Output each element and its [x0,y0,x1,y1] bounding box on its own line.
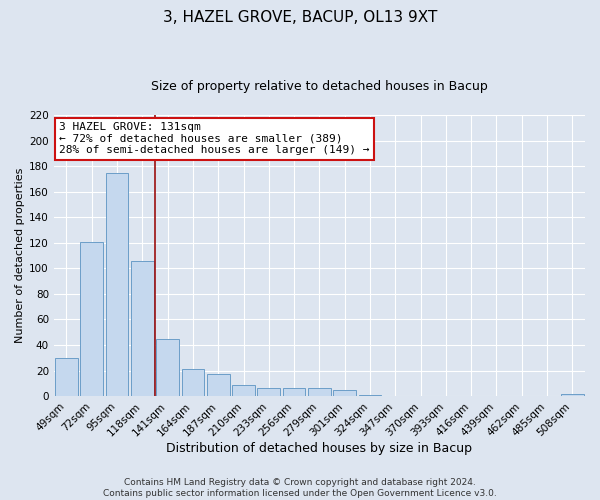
Bar [207,374,230,396]
Bar [561,394,584,396]
Bar [80,242,103,396]
Text: Contains HM Land Registry data © Crown copyright and database right 2024.
Contai: Contains HM Land Registry data © Crown c… [103,478,497,498]
Bar [106,172,128,396]
Bar [131,260,154,396]
Bar [283,388,305,396]
Title: Size of property relative to detached houses in Bacup: Size of property relative to detached ho… [151,80,488,93]
Bar [232,384,255,396]
Bar [156,338,179,396]
Bar [334,390,356,396]
X-axis label: Distribution of detached houses by size in Bacup: Distribution of detached houses by size … [166,442,472,455]
Bar [55,358,78,396]
Text: 3, HAZEL GROVE, BACUP, OL13 9XT: 3, HAZEL GROVE, BACUP, OL13 9XT [163,10,437,25]
Bar [257,388,280,396]
Bar [182,370,204,396]
Text: 3 HAZEL GROVE: 131sqm
← 72% of detached houses are smaller (389)
28% of semi-det: 3 HAZEL GROVE: 131sqm ← 72% of detached … [59,122,370,155]
Y-axis label: Number of detached properties: Number of detached properties [15,168,25,343]
Bar [308,388,331,396]
Bar [359,395,382,396]
